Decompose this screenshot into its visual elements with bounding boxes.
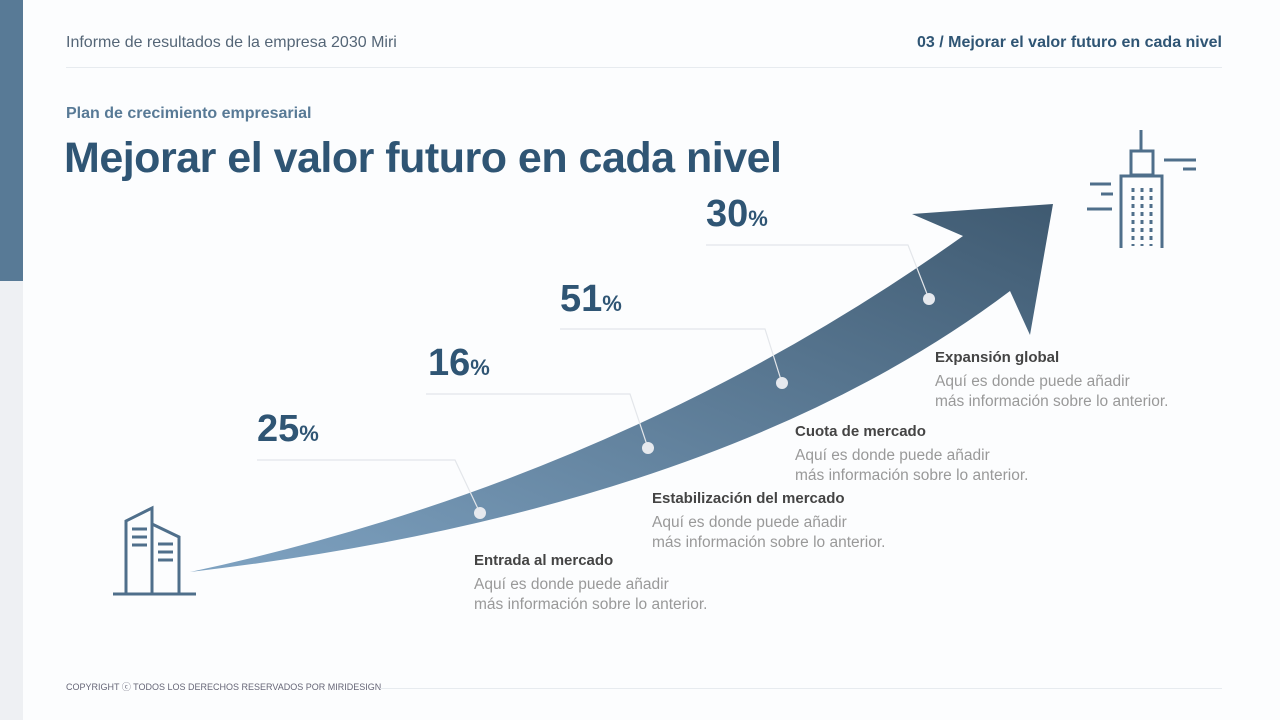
step-description: Aquí es donde puede añadir más informació… (795, 447, 1029, 484)
skyscraper-icon (1087, 130, 1196, 248)
leader-line-3 (560, 328, 783, 384)
growth-arrow (190, 204, 1053, 572)
step-3-text: Cuota de mercado Aquí es donde puede aña… (795, 423, 1028, 486)
step-description: Aquí es donde puede añadir más informació… (935, 373, 1169, 410)
step-4-value: 30% (706, 193, 768, 235)
step-3-value: 51% (560, 278, 622, 320)
step-2-value: 16% (428, 342, 490, 384)
section-title: 03 / Mejorar el valor futuro en cada niv… (917, 34, 1222, 51)
office-building-icon (113, 505, 196, 596)
step-label: Entrada al mercado (474, 552, 614, 569)
sidebar-accent (0, 0, 23, 281)
page-subtitle: Plan de crecimiento empresarial (66, 105, 312, 122)
step-description: Aquí es donde puede añadir más informació… (474, 576, 708, 613)
step-dot-2 (642, 442, 654, 454)
step-1-text: Entrada al mercado Aquí es donde puede a… (474, 552, 707, 615)
leader-line-1 (257, 459, 481, 514)
leader-line-4 (706, 244, 930, 300)
step-1-value: 25% (257, 408, 319, 450)
step-dot-1 (474, 507, 486, 519)
sidebar-lower (0, 281, 23, 720)
leader-line-2 (426, 393, 649, 449)
step-label: Estabilización del mercado (652, 490, 845, 507)
report-title: Informe de resultados de la empresa 2030… (66, 34, 397, 51)
step-2-text: Estabilización del mercado Aquí es donde… (652, 490, 885, 553)
step-label: Expansión global (935, 349, 1060, 366)
page-title: Mejorar el valor futuro en cada nivel (64, 134, 782, 182)
header-divider (66, 67, 1222, 68)
step-dot-4 (923, 293, 935, 305)
step-4-text: Expansión global Aquí es donde puede aña… (935, 349, 1168, 412)
step-label: Cuota de mercado (795, 423, 926, 440)
step-dot-3 (776, 377, 788, 389)
footer-divider (380, 688, 1222, 689)
step-description: Aquí es donde puede añadir más informació… (652, 514, 886, 551)
copyright: COPYRIGHT ⓒ TODOS LOS DERECHOS RESERVADO… (66, 682, 382, 692)
